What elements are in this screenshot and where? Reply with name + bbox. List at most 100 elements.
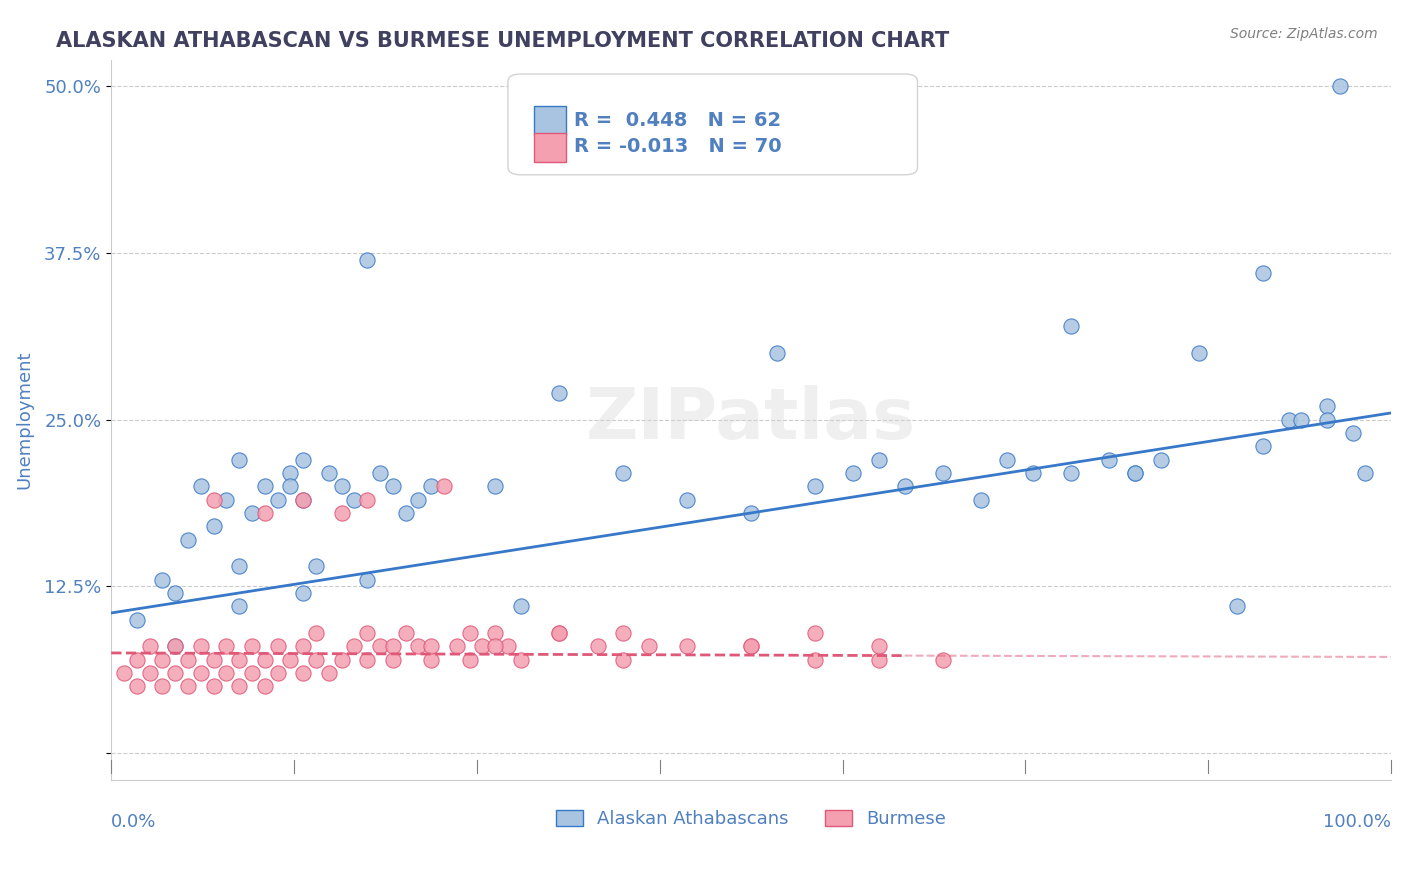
Point [190,640,212,654]
Point [330,479,353,493]
Point [202,519,225,533]
Point [305,559,328,574]
Point [804,652,827,666]
Point [318,665,340,680]
Point [1226,599,1249,614]
Point [190,479,212,493]
Point [190,665,212,680]
Point [177,652,200,666]
Point [266,492,288,507]
Point [292,665,315,680]
Point [305,652,328,666]
Point [509,599,531,614]
Point [995,452,1018,467]
Point [253,506,276,520]
Point [215,640,238,654]
Point [253,679,276,693]
Point [612,466,634,480]
Point [1123,466,1146,480]
Point [1316,412,1339,426]
Point [280,652,302,666]
Point [165,586,187,600]
Point [548,386,571,401]
Point [1060,319,1083,334]
Point [356,492,378,507]
Point [240,506,263,520]
Y-axis label: Unemployment: Unemployment [15,351,32,489]
Point [165,640,187,654]
Point [215,492,238,507]
Point [112,665,135,680]
Point [586,640,609,654]
Point [343,492,366,507]
Point [868,452,890,467]
Point [356,652,378,666]
Point [1341,425,1364,440]
Point [292,492,315,507]
Point [177,679,200,693]
Point [868,652,890,666]
Text: ZIPatlas: ZIPatlas [586,385,917,454]
Point [1149,452,1171,467]
Point [408,640,430,654]
Point [509,652,531,666]
FancyBboxPatch shape [508,74,918,175]
Point [228,599,250,614]
Point [125,613,148,627]
Point [1291,412,1313,426]
Point [804,626,827,640]
Text: 100.0%: 100.0% [1323,813,1391,831]
Point [637,640,659,654]
Point [177,533,200,547]
Point [433,479,456,493]
Point [152,573,174,587]
Point [420,640,443,654]
Point [228,559,250,574]
Point [292,492,315,507]
Point [1123,466,1146,480]
Point [266,640,288,654]
Point [804,479,827,493]
Text: Source: ZipAtlas.com: Source: ZipAtlas.com [1230,27,1378,41]
Point [1278,412,1301,426]
FancyBboxPatch shape [533,133,565,161]
Point [1251,266,1274,280]
Point [292,640,315,654]
Point [280,479,302,493]
Text: 0.0%: 0.0% [111,813,156,831]
Point [496,640,519,654]
Point [228,452,250,467]
Point [1354,466,1376,480]
Point [368,640,391,654]
Point [356,252,378,267]
Point [125,679,148,693]
Point [138,665,160,680]
Point [215,665,238,680]
Point [165,640,187,654]
Point [305,626,328,640]
Point [1098,452,1121,467]
Point [970,492,993,507]
Point [932,652,955,666]
Point [202,492,225,507]
Point [394,506,416,520]
Point [125,652,148,666]
Point [408,492,430,507]
Point [548,626,571,640]
Point [202,679,225,693]
Point [292,452,315,467]
Point [394,626,416,640]
Point [420,479,443,493]
Point [842,466,865,480]
Point [1188,346,1211,360]
Point [381,640,404,654]
Point [202,652,225,666]
Point [612,652,634,666]
Point [330,506,353,520]
Point [868,640,890,654]
Point [740,640,762,654]
Point [932,466,955,480]
FancyBboxPatch shape [533,106,565,136]
Point [446,640,468,654]
Point [381,479,404,493]
